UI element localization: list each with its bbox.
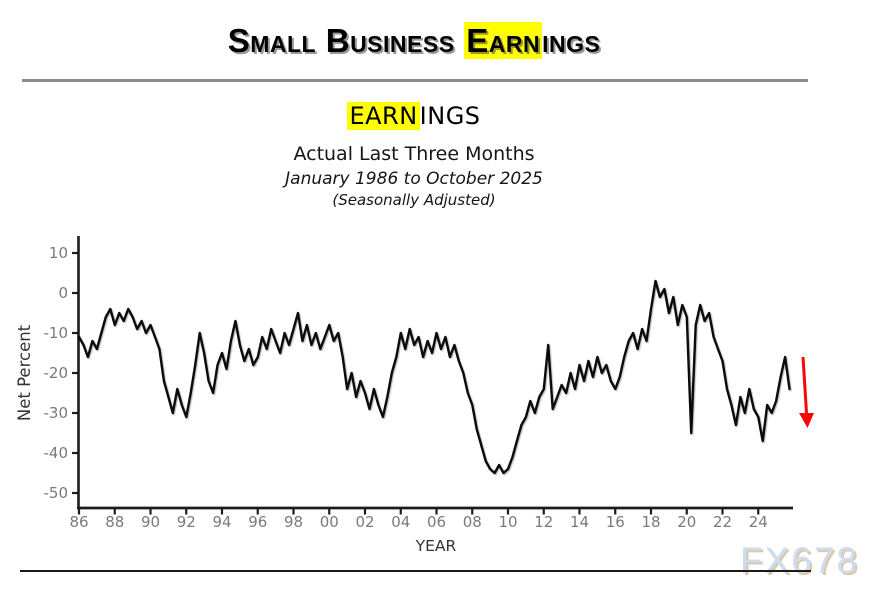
y-tick-label: -30 xyxy=(44,404,69,422)
y-tick-label: -20 xyxy=(44,364,69,382)
y-tick-label: -40 xyxy=(44,444,69,462)
trend-down-arrow-head xyxy=(799,413,814,428)
chart-title-rest: INGS xyxy=(419,102,481,130)
x-tick-label: 18 xyxy=(641,513,660,531)
x-tick-label: 00 xyxy=(320,513,339,531)
y-axis-title: Net Percent xyxy=(15,324,34,421)
x-tick-label: 88 xyxy=(105,513,124,531)
bottom-rule xyxy=(20,570,811,572)
x-tick-label: 24 xyxy=(749,513,768,531)
x-tick-label: 06 xyxy=(427,513,446,531)
x-tick-label: 14 xyxy=(570,513,589,531)
chart-note: (Seasonally Adjusted) xyxy=(332,191,496,209)
y-tick-label: 0 xyxy=(58,284,68,302)
page-title-suffix: ings xyxy=(542,22,601,59)
y-tick-label: 10 xyxy=(49,244,68,262)
watermark: FX678 xyxy=(740,540,860,581)
x-tick-label: 02 xyxy=(355,513,374,531)
x-tick-label: 94 xyxy=(212,513,231,531)
trend-down-arrow-shaft xyxy=(801,356,808,414)
chart-subtitle: Actual Last Three Months xyxy=(293,143,535,165)
x-tick-label: 08 xyxy=(463,513,482,531)
x-tick-label: 90 xyxy=(141,513,160,531)
x-tick-label: 92 xyxy=(177,513,196,531)
x-tick-label: 10 xyxy=(498,513,517,531)
x-tick-label: 12 xyxy=(534,513,553,531)
x-tick-label: 16 xyxy=(606,513,625,531)
x-tick-label: 98 xyxy=(284,513,303,531)
page-title-highlight: Earn xyxy=(464,22,543,59)
x-tick-label: 22 xyxy=(713,513,732,531)
x-axis-title: YEAR xyxy=(415,537,457,555)
x-tick-label: 20 xyxy=(677,513,696,531)
y-tick-label: -10 xyxy=(44,324,69,342)
chart-title: EARNINGS xyxy=(0,102,828,130)
y-tick-label: -50 xyxy=(44,484,69,502)
chart-period: January 1986 to October 2025 xyxy=(285,169,543,189)
earnings-series-line xyxy=(77,279,791,475)
page-title: Small Business Earnings xyxy=(0,22,828,60)
chart-title-highlight: EARN xyxy=(347,102,420,130)
page-title-prefix: Small Business xyxy=(227,22,465,59)
x-tick-label: 96 xyxy=(248,513,267,531)
title-divider xyxy=(22,79,808,82)
x-tick-label: 86 xyxy=(69,513,88,531)
x-tick-label: 04 xyxy=(391,513,410,531)
